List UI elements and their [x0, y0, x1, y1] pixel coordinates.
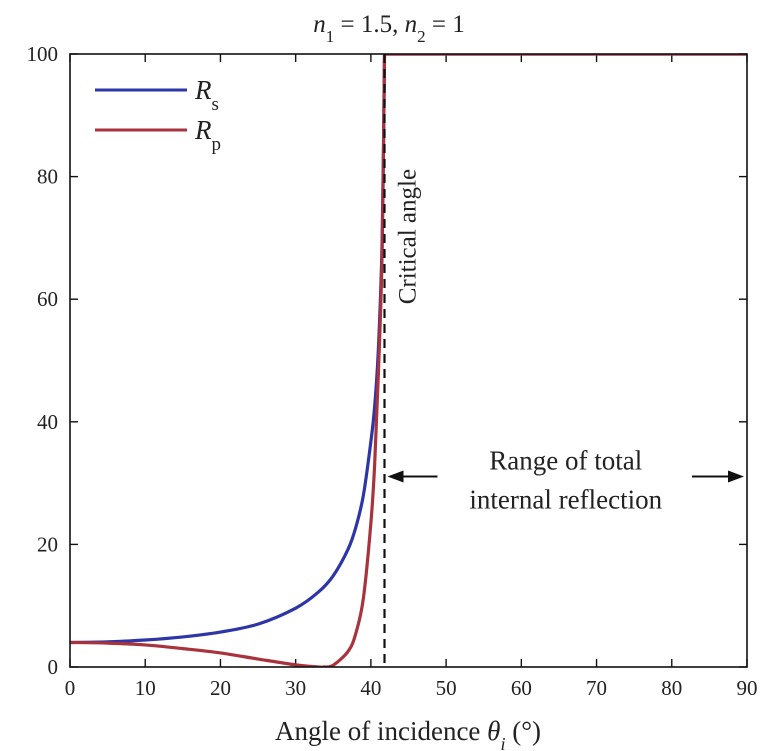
y-tick-label: 80	[37, 165, 58, 189]
tir-label-line2: internal reflection	[469, 484, 662, 514]
tir-arrow-left-head	[387, 470, 404, 483]
legend: Rs Rp	[95, 75, 221, 155]
tir-label-line1: Range of total	[489, 445, 642, 475]
tir-range-arrows	[387, 470, 744, 483]
x-tick-label: 50	[436, 676, 457, 700]
x-tick-label: 60	[511, 676, 532, 700]
x-tick-label: 20	[210, 676, 231, 700]
legend-label-rs: Rs	[194, 75, 219, 115]
x-tick-label: 0	[65, 676, 76, 700]
series-lines	[70, 54, 747, 667]
series-line-rp	[70, 54, 747, 667]
critical-angle-label: Critical angle	[395, 169, 422, 304]
y-tick-label: 0	[48, 655, 59, 679]
x-axis-label: Angle of incidence θi (°)	[275, 716, 541, 751]
y-tick-label: 20	[37, 532, 58, 556]
x-tick-label: 40	[360, 676, 381, 700]
x-tick-label: 80	[661, 676, 682, 700]
y-tick-label: 40	[37, 410, 58, 434]
y-tick-label: 60	[37, 287, 58, 311]
tir-arrow-right-head	[728, 470, 744, 483]
x-tick-label: 90	[737, 676, 758, 700]
y-tick-label: 100	[27, 42, 59, 66]
legend-label-rp: Rp	[194, 115, 221, 155]
axis-ticks: 0 10 20 30 40 50 60 70 80 90 0 20 40 60 80 100	[27, 42, 758, 700]
series-line-rs	[70, 54, 747, 645]
x-tick-label: 30	[285, 676, 306, 700]
chart-title: n1 = 1.5, n2 = 1	[313, 11, 464, 46]
plot-frame	[69, 53, 748, 668]
x-tick-label: 10	[135, 676, 156, 700]
x-tick-label: 70	[586, 676, 607, 700]
